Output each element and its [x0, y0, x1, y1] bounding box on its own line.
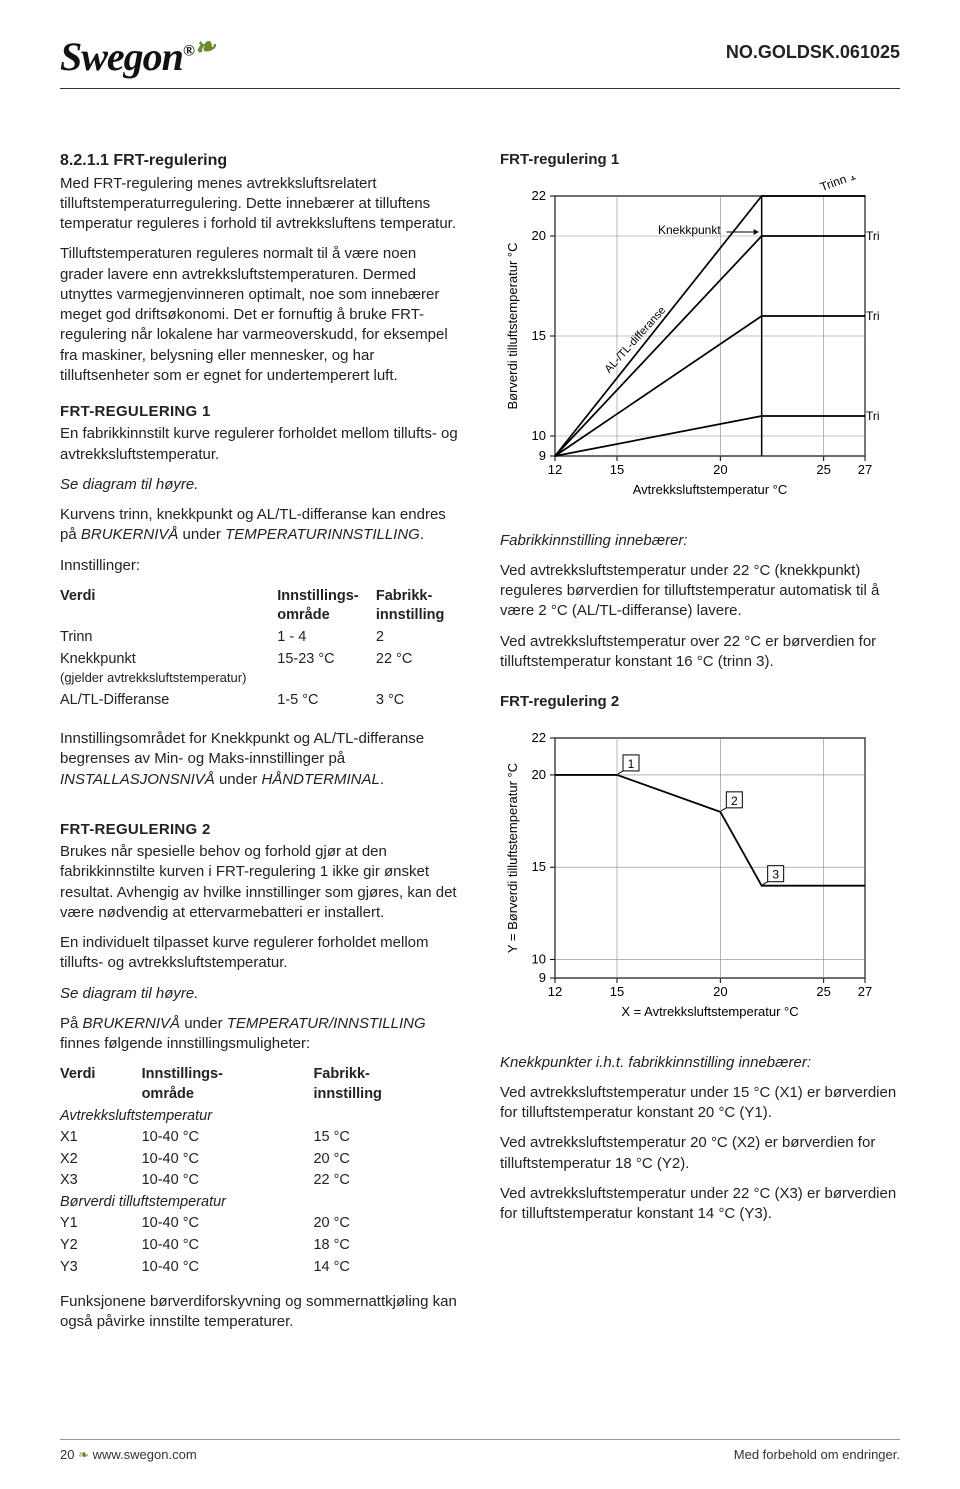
page-header: Swegon®❧ NO.GOLDSK.061025: [60, 30, 900, 100]
para-frt2-4: På BRUKERNIVÅ under TEMPERATUR/INNSTILLI…: [60, 1014, 460, 1055]
svg-text:Trinn 4: Trinn 4: [866, 409, 880, 423]
para-intro-1: Med FRT-regulering menes avtrekksluftsre…: [60, 174, 460, 235]
svg-text:27: 27: [858, 984, 872, 999]
svg-text:9: 9: [539, 970, 546, 985]
left-column: 8.2.1.1 FRT-regulering Med FRT-regulerin…: [60, 150, 460, 1343]
svg-text:Trinn 1: Trinn 1: [818, 176, 858, 194]
para-r2: Ved avtrekksluftstemperatur over 22 °C e…: [500, 632, 900, 673]
svg-text:22: 22: [532, 188, 546, 203]
header-rule: [60, 88, 900, 89]
chart1-title: FRT-regulering 1: [500, 150, 900, 170]
para-frt1-1: En fabrikkinnstilt kurve regulerer forho…: [60, 424, 460, 465]
fabrikk-label: Fabrikkinnstilling innebærer:: [500, 531, 900, 551]
para-innstillinger: Innstillinger:: [60, 556, 460, 576]
heading-8211: 8.2.1.1 FRT-regulering: [60, 150, 460, 172]
svg-text:12: 12: [548, 984, 562, 999]
svg-text:25: 25: [816, 462, 830, 477]
leaf-icon: ❧: [78, 1447, 93, 1462]
para-frt2-1: Brukes når spesielle behov og forhold gj…: [60, 842, 460, 923]
col-omrade: Innstillings-område: [277, 588, 358, 624]
col-fabrikk: Fabrikk-innstilling: [376, 588, 444, 624]
knekk-label: Knekkpunkter i.h.t. fabrikkinnstilling i…: [500, 1053, 900, 1073]
svg-text:15: 15: [610, 984, 624, 999]
svg-text:Børverdi tilluftstemperatur °C: Børverdi tilluftstemperatur °C: [505, 243, 520, 410]
svg-text:20: 20: [532, 767, 546, 782]
svg-text:9: 9: [539, 448, 546, 463]
footer-site: www.swegon.com: [93, 1447, 197, 1462]
para-r3: Ved avtrekksluftstemperatur under 15 °C …: [500, 1083, 900, 1124]
svg-text:27: 27: [858, 462, 872, 477]
svg-text:15: 15: [532, 328, 546, 343]
svg-text:Avtrekksluftstemperatur °C: Avtrekksluftstemperatur °C: [633, 482, 788, 497]
svg-text:X = Avtrekksluftstemperatur °C: X = Avtrekksluftstemperatur °C: [621, 1004, 798, 1019]
svg-text:Knekkpunkt: Knekkpunkt: [658, 223, 721, 237]
settings-table-2: Verdi Innstillings-område Fabrikk-innsti…: [60, 1064, 460, 1278]
svg-text:22: 22: [532, 730, 546, 745]
svg-text:20: 20: [713, 462, 727, 477]
svg-text:15: 15: [610, 462, 624, 477]
para-intro-2: Tilluftstemperaturen reguleres normalt t…: [60, 244, 460, 386]
chart2-title: FRT-regulering 2: [500, 692, 900, 712]
para-r1: Ved avtrekksluftstemperatur under 22 °C …: [500, 561, 900, 622]
doc-number: NO.GOLDSK.061025: [726, 40, 900, 64]
logo: Swegon®❧: [60, 34, 215, 79]
svg-text:Trinn 3: Trinn 3: [866, 309, 880, 323]
svg-text:10: 10: [532, 428, 546, 443]
heading-frt1: FRT-REGULERING 1: [60, 402, 460, 422]
svg-text:20: 20: [532, 228, 546, 243]
svg-text:3: 3: [772, 868, 779, 882]
logo-text: Swegon: [60, 34, 183, 79]
right-column: FRT-regulering 1 1215202527910152022Avtr…: [500, 150, 900, 1234]
para-r5: Ved avtrekksluftstemperatur under 22 °C …: [500, 1184, 900, 1225]
footer-right: Med forbehold om endringer.: [734, 1446, 900, 1464]
svg-text:2: 2: [731, 794, 738, 808]
para-frt2-2: En individuelt tilpasset kurve regulerer…: [60, 933, 460, 974]
svg-text:Y = Børverdi tilluftstemperatu: Y = Børverdi tilluftstemperatur °C: [505, 763, 520, 953]
svg-text:15: 15: [532, 859, 546, 874]
settings-table-1: Verdi Innstillings-område Fabrikk-innsti…: [60, 586, 460, 711]
para-frt1-3: Kurvens trinn, knekkpunkt og AL/TL-diffe…: [60, 505, 460, 546]
para-range-note: Innstillingsområdet for Knekkpunkt og AL…: [60, 729, 460, 790]
para-frt2-5: Funksjonene børverdiforskyvning og somme…: [60, 1292, 460, 1333]
para-frt2-3: Se diagram til høyre.: [60, 984, 460, 1004]
para-frt1-2: Se diagram til høyre.: [60, 475, 460, 495]
para-r4: Ved avtrekksluftstemperatur 20 °C (X2) e…: [500, 1133, 900, 1174]
svg-text:20: 20: [713, 984, 727, 999]
chart-frt2: 1215202527910152022X = Avtrekksluftstemp…: [500, 718, 880, 1038]
svg-text:Trinn 2: Trinn 2: [866, 229, 880, 243]
page-number: 20: [60, 1447, 74, 1462]
chart-frt1: 12 15 20 25 27 9 10 15 20 22 Avtrekksluftstemperat…: [500, 176, 880, 516]
heading-frt2: FRT-REGULERING 2: [60, 820, 460, 840]
svg-text:10: 10: [532, 952, 546, 967]
svg-text:12: 12: [548, 462, 562, 477]
svg-text:25: 25: [816, 984, 830, 999]
svg-text:1: 1: [628, 757, 635, 771]
page-footer: 20 ❧ www.swegon.com Med forbehold om end…: [60, 1439, 900, 1464]
